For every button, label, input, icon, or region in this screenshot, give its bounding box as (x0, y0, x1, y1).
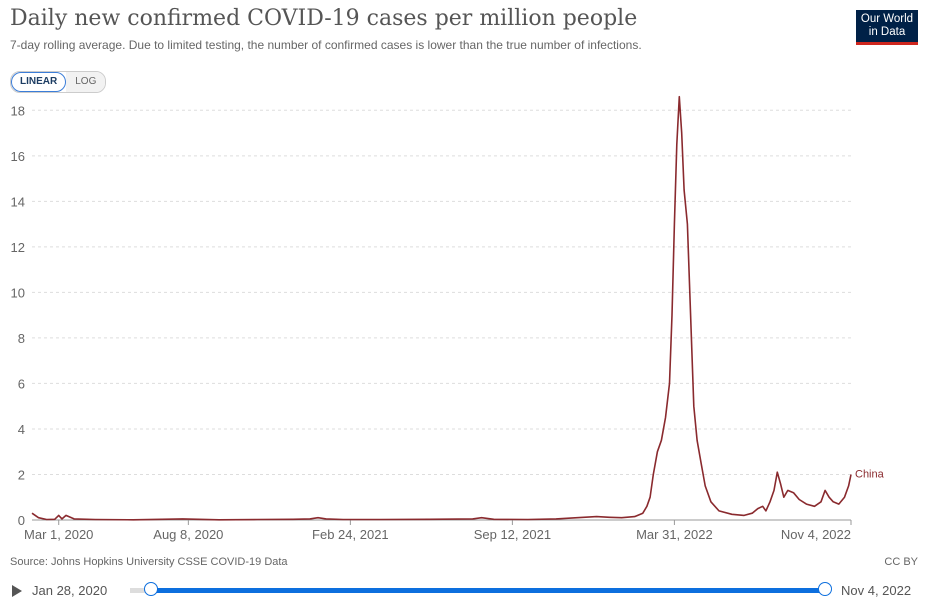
logo-line-1: Our World (860, 13, 914, 25)
y-tick-label: 0 (18, 513, 25, 528)
series-label-china: China (855, 468, 885, 480)
license-label[interactable]: CC BY (884, 556, 918, 568)
scale-toggle: LINEAR LOG (10, 71, 107, 93)
y-tick-label: 14 (11, 194, 25, 209)
y-tick-label: 10 (11, 285, 25, 300)
timeline-end-date: Nov 4, 2022 (841, 583, 912, 598)
linear-scale-button[interactable]: LINEAR (11, 72, 67, 92)
chart-grid (32, 109, 851, 475)
log-scale-button[interactable]: LOG (66, 72, 106, 92)
timeline-start-handle[interactable] (143, 582, 158, 596)
series-line-china (31, 95, 852, 521)
y-tick-label: 4 (18, 422, 25, 437)
chart-title: Daily new confirmed COVID-19 cases per m… (10, 6, 638, 31)
source-note: Source: Johns Hopkins University CSSE CO… (10, 556, 288, 568)
y-tick-label: 12 (11, 240, 25, 255)
x-tick-label: Mar 1, 2020 (24, 527, 93, 542)
y-tick-label: 18 (11, 103, 25, 118)
timeline-end-handle[interactable] (818, 582, 832, 596)
timeline: Jan 28, 2020 Nov 4, 2022 (0, 578, 935, 604)
logo-line-2: in Data (868, 26, 906, 38)
timeline-start-date: Jan 28, 2020 (32, 583, 108, 598)
owid-logo[interactable]: Our World in Data (856, 10, 918, 45)
line-chart: 0 2 4 6 8 10 12 14 16 18 Mar 1, 2020 Aug 8, 2020 Feb… (11, 95, 885, 542)
x-tick-label: Nov 4, 2022 (781, 527, 851, 542)
chart-subtitle: 7-day rolling average. Due to limited te… (10, 38, 642, 52)
y-tick-label: 2 (18, 467, 25, 482)
x-tick-label: Mar 31, 2022 (636, 527, 713, 542)
x-tick-label: Feb 24, 2021 (312, 527, 389, 542)
play-icon[interactable] (12, 585, 22, 597)
timeline-range-fill (150, 588, 825, 593)
y-tick-label: 16 (11, 149, 25, 164)
y-tick-label: 8 (18, 331, 25, 346)
chart-series: China (31, 95, 885, 521)
x-tick-label: Aug 8, 2020 (153, 527, 223, 542)
x-tick-label: Sep 12, 2021 (474, 527, 551, 542)
chart-axes: 0 2 4 6 8 10 12 14 16 18 Mar 1, 2020 Aug 8, 2020 Feb… (11, 103, 852, 542)
y-tick-label: 6 (18, 376, 25, 391)
